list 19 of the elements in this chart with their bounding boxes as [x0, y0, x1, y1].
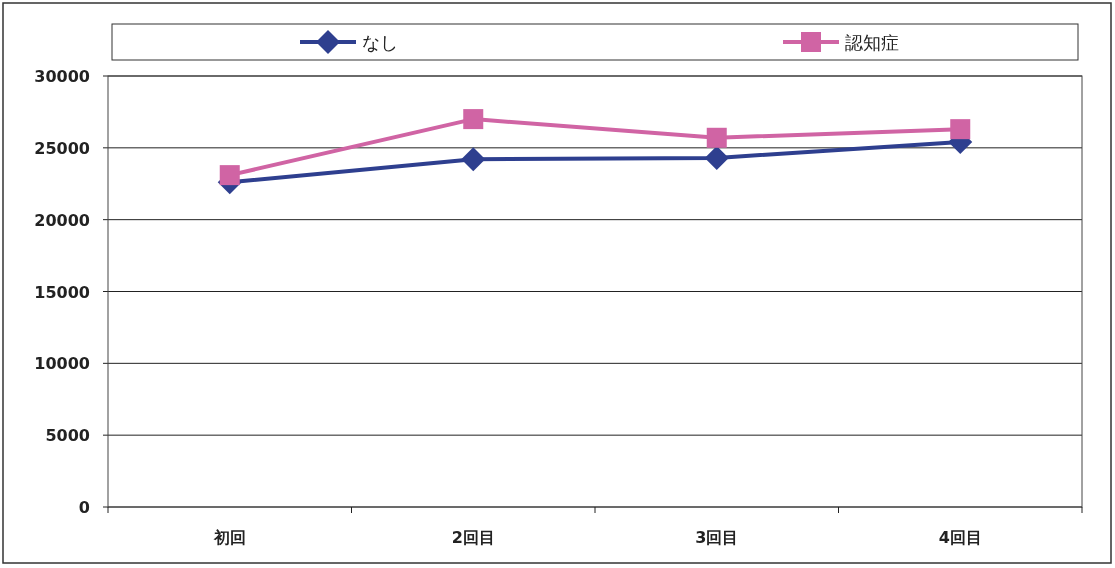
point	[704, 145, 729, 170]
x-tick-label: 初回	[212, 528, 246, 547]
point	[219, 165, 240, 186]
y-tick-label: 15000	[34, 282, 90, 302]
legend-label: なし	[362, 32, 398, 53]
point	[706, 127, 727, 148]
y-tick-label: 10000	[34, 354, 90, 374]
point	[461, 147, 486, 172]
point	[950, 119, 971, 140]
y-tick-label: 30000	[34, 67, 90, 86]
x-tick-label: 2回目	[451, 528, 495, 547]
x-tick-label: 4回目	[938, 528, 982, 547]
point	[463, 109, 484, 130]
y-tick-label: 0	[78, 498, 90, 517]
y-tick-label: 20000	[34, 210, 90, 230]
y-tick-label: 5000	[45, 426, 90, 446]
legend-label: 認知症	[845, 32, 899, 53]
x-tick-label: 3回目	[695, 528, 739, 547]
y-tick-label: 25000	[34, 138, 90, 158]
